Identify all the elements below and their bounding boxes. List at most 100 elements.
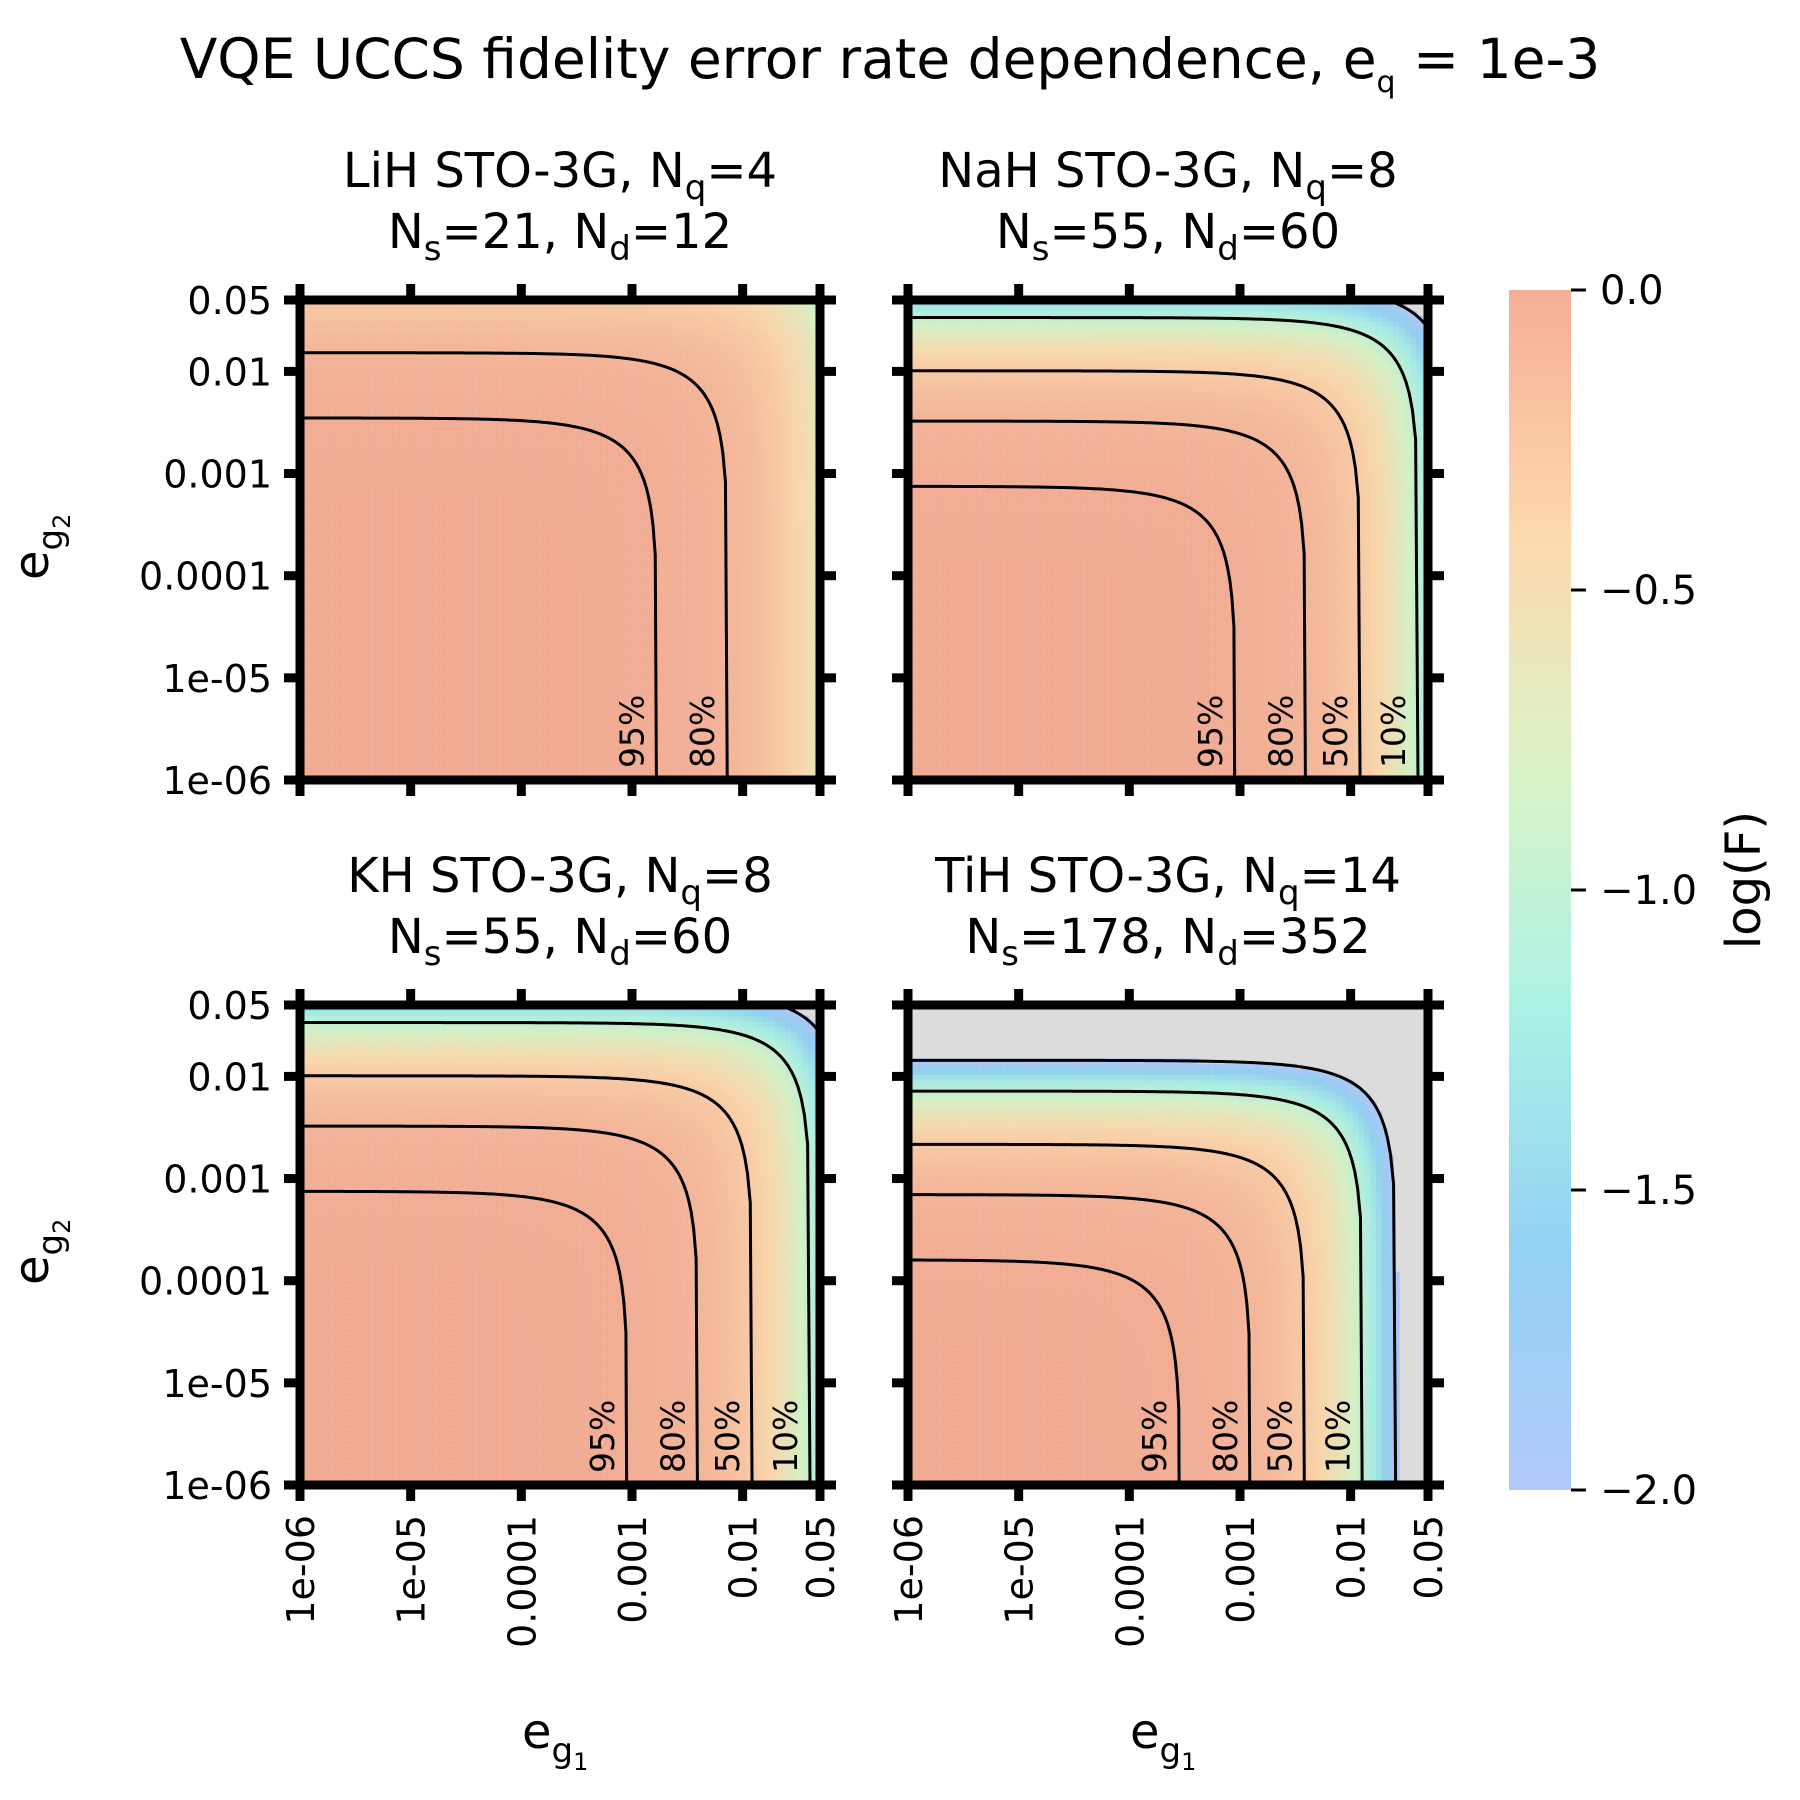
field-cell — [612, 476, 619, 482]
field-cell — [531, 332, 538, 338]
field-cell — [317, 748, 324, 754]
field-cell — [369, 662, 376, 669]
field-cell — [340, 662, 347, 669]
field-cell — [554, 566, 561, 573]
field-cell — [409, 652, 417, 658]
field-cell — [450, 476, 457, 482]
field-cell — [473, 390, 480, 397]
field-cell — [317, 673, 324, 680]
field-cell — [496, 369, 503, 376]
field-cell — [542, 401, 550, 408]
field-cell — [531, 598, 538, 605]
field-cell — [531, 396, 538, 402]
field-cell — [328, 726, 336, 733]
field-cell — [536, 630, 544, 637]
field-cell — [432, 460, 440, 466]
field-cell — [357, 641, 365, 648]
field-cell — [583, 705, 590, 712]
field-cell — [565, 454, 573, 461]
field-cell — [334, 694, 342, 701]
field-cell — [513, 758, 521, 765]
field-cell — [421, 369, 428, 376]
field-cell — [577, 732, 584, 738]
field-cell — [380, 545, 388, 552]
field-cell — [392, 406, 399, 413]
field-cell — [467, 353, 474, 360]
field-cell — [525, 497, 532, 504]
field-cell — [456, 540, 463, 546]
field-cell — [323, 673, 330, 680]
field-cell — [467, 534, 474, 541]
field-cell — [317, 465, 324, 472]
field-cell — [404, 721, 411, 728]
field-cell — [525, 678, 532, 685]
field-cell — [560, 438, 567, 445]
field-cell — [583, 529, 590, 536]
field-cell — [577, 454, 584, 461]
field-cell — [548, 454, 555, 461]
field-cell — [398, 433, 405, 440]
field-cell — [571, 513, 578, 520]
field-cell — [508, 316, 515, 322]
field-cell — [531, 481, 538, 488]
field-cell — [467, 572, 474, 578]
field-cell — [444, 470, 451, 477]
field-cell — [311, 668, 318, 674]
field-cell — [444, 332, 451, 338]
field-cell — [427, 721, 434, 728]
field-cell — [392, 556, 399, 562]
field-cell — [311, 433, 318, 440]
field-cell — [352, 561, 359, 568]
field-cell — [450, 742, 457, 749]
field-cell — [311, 417, 318, 424]
field-cell — [380, 518, 388, 525]
field-cell — [536, 353, 544, 360]
field-cell — [502, 513, 509, 520]
field-cell — [594, 321, 602, 328]
field-cell — [386, 540, 394, 546]
field-cell — [392, 348, 399, 354]
field-cell — [502, 374, 509, 381]
field-cell — [612, 321, 619, 328]
field-cell — [577, 550, 584, 557]
field-cell — [560, 369, 567, 376]
field-cell — [554, 502, 561, 509]
field-cell — [398, 310, 405, 317]
field-cell — [536, 396, 544, 402]
field-cell — [438, 742, 446, 749]
field-cell — [502, 529, 509, 536]
field-cell — [369, 598, 376, 605]
field-cell — [444, 572, 451, 578]
field-cell — [560, 486, 567, 493]
field-cell — [531, 662, 538, 669]
field-cell — [392, 572, 399, 578]
field-cell — [467, 721, 474, 728]
field-cell — [317, 326, 324, 333]
field-cell — [508, 486, 515, 493]
field-cell — [588, 561, 596, 568]
field-cell — [536, 582, 544, 589]
field-cell — [421, 321, 428, 328]
field-cell — [380, 412, 388, 418]
field-cell — [600, 438, 607, 445]
field-cell — [606, 390, 613, 397]
field-cell — [583, 524, 590, 530]
field-cell — [438, 710, 446, 717]
field-cell — [415, 353, 422, 360]
field-cell — [554, 454, 561, 461]
field-cell — [519, 513, 526, 520]
field-cell — [305, 769, 313, 776]
field-cell — [554, 444, 561, 450]
field-cell — [525, 534, 532, 541]
field-cell — [427, 550, 434, 557]
field-cell — [432, 422, 440, 429]
field-cell — [502, 566, 509, 573]
field-cell — [369, 668, 376, 674]
field-cell — [519, 374, 526, 381]
field-cell — [375, 337, 382, 344]
field-cell — [363, 380, 370, 386]
field-cell — [323, 337, 330, 344]
field-cell — [536, 321, 544, 328]
field-cell — [444, 593, 451, 600]
field-cell — [352, 545, 359, 552]
